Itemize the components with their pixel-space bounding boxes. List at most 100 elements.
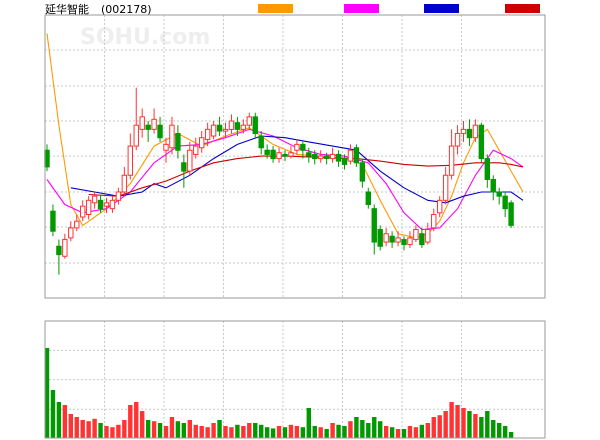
- volume-bar: [282, 427, 288, 438]
- volume-bar: [86, 421, 91, 438]
- volume-bar: [104, 426, 109, 438]
- candle-body: [496, 191, 502, 197]
- legend-swatch-ma60: [505, 4, 540, 13]
- candle-body: [359, 162, 366, 182]
- stock-name: 延华智能: [45, 2, 89, 16]
- legend-swatch-ma5: [258, 4, 293, 13]
- volume-bar: [413, 427, 419, 438]
- candle-body: [365, 191, 372, 206]
- candle-body: [50, 210, 56, 232]
- volume-bar: [110, 427, 115, 438]
- volume-bar: [425, 423, 430, 438]
- volume-bar: [508, 432, 514, 438]
- candle-body: [401, 239, 407, 246]
- volume-bar: [372, 417, 377, 438]
- candle-body: [282, 153, 288, 157]
- volume-bar: [324, 429, 329, 438]
- candle-body: [323, 155, 330, 160]
- candle-body: [74, 220, 80, 229]
- volume-bar: [407, 426, 413, 438]
- candle-body: [127, 145, 134, 176]
- candle-body: [181, 162, 187, 172]
- candle-body: [145, 124, 151, 130]
- volume-bar: [378, 421, 383, 438]
- candle-body: [258, 135, 264, 149]
- volume-bar: [461, 408, 466, 438]
- candle-body: [264, 149, 270, 155]
- candle-body: [80, 205, 86, 218]
- volume-bar: [241, 426, 246, 438]
- candle-body: [508, 202, 514, 226]
- candle-body: [97, 199, 104, 210]
- volume-bar: [229, 427, 234, 438]
- grid-lines: [45, 15, 545, 438]
- volume-bar: [157, 423, 163, 438]
- volume-bar: [479, 417, 484, 438]
- candle-body: [437, 199, 443, 214]
- volume-bar: [354, 417, 359, 438]
- candle-body: [371, 208, 377, 243]
- candle-body: [425, 229, 431, 243]
- volume-bar: [169, 417, 175, 438]
- candle-body: [109, 199, 116, 210]
- candle-body: [163, 143, 169, 151]
- candle-body: [347, 149, 354, 162]
- candle-body: [472, 124, 479, 139]
- volume-bar: [56, 402, 62, 438]
- volume-bar: [294, 426, 300, 438]
- volume-bar: [312, 426, 317, 438]
- volume-bar: [50, 390, 56, 438]
- legend-swatch-ma20: [424, 4, 459, 13]
- candle-body: [276, 152, 282, 160]
- volume-bar: [217, 420, 222, 438]
- candle-body: [222, 128, 229, 132]
- volume-bar: [383, 426, 389, 438]
- volume-bar: [491, 420, 496, 438]
- volume-bar: [80, 420, 85, 438]
- volume-bar: [306, 408, 311, 438]
- volume-bar: [247, 423, 252, 438]
- candle-body: [187, 149, 193, 172]
- candle-body: [91, 195, 98, 204]
- volume-bar: [348, 421, 353, 438]
- candle-body: [294, 143, 300, 151]
- stock-code: (002178): [101, 3, 152, 16]
- volume-bar: [360, 420, 365, 438]
- candle-body: [133, 124, 139, 147]
- volume-bar: [122, 420, 127, 438]
- candle-body: [216, 124, 223, 132]
- candle-body: [502, 195, 508, 210]
- volume-bar: [502, 426, 508, 438]
- candle-body: [68, 227, 74, 239]
- volume-bar: [145, 420, 151, 438]
- volume-bar: [205, 427, 210, 438]
- candle-body: [103, 202, 110, 207]
- candle-body: [121, 174, 128, 193]
- candle-body: [199, 137, 205, 149]
- volume-bar: [288, 424, 294, 438]
- candle-body: [454, 133, 461, 147]
- volume-bar: [366, 423, 371, 438]
- volume-bar: [151, 421, 157, 438]
- candle-body: [448, 145, 455, 176]
- candle-body: [157, 124, 163, 139]
- candle-body: [353, 147, 360, 164]
- volume-bar: [116, 424, 121, 438]
- candle-body: [431, 214, 437, 229]
- volume-bar: [389, 427, 395, 438]
- volume-bar: [270, 428, 276, 438]
- volume-bar: [336, 424, 341, 438]
- ma-legend: [258, 4, 540, 13]
- candle-body: [389, 235, 395, 243]
- volume-bar: [223, 426, 228, 438]
- volume-bar: [330, 423, 335, 438]
- candle-body: [151, 118, 157, 130]
- volume-bar: [485, 411, 490, 438]
- candle-body: [246, 116, 253, 126]
- volume-bar: [300, 427, 306, 438]
- volume-bar: [193, 424, 198, 438]
- volume-bar: [342, 426, 347, 438]
- candle-body: [419, 233, 425, 246]
- volume-bar: [163, 426, 169, 438]
- candle-body: [484, 158, 491, 180]
